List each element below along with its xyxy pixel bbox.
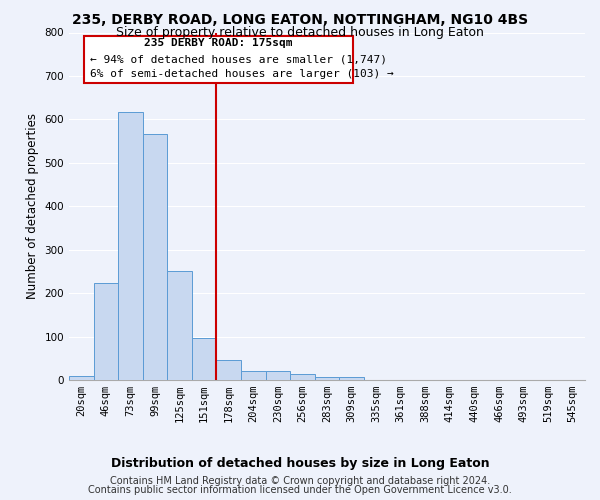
- Text: 6% of semi-detached houses are larger (103) →: 6% of semi-detached houses are larger (1…: [89, 70, 394, 80]
- Bar: [290, 374, 315, 380]
- Text: Distribution of detached houses by size in Long Eaton: Distribution of detached houses by size …: [110, 458, 490, 470]
- Bar: [192, 338, 217, 380]
- Text: 235 DERBY ROAD: 175sqm: 235 DERBY ROAD: 175sqm: [145, 38, 293, 48]
- Text: Size of property relative to detached houses in Long Eaton: Size of property relative to detached ho…: [116, 26, 484, 39]
- Bar: [315, 377, 339, 380]
- Text: Contains public sector information licensed under the Open Government Licence v3: Contains public sector information licen…: [88, 485, 512, 495]
- Bar: [266, 371, 290, 380]
- Bar: [241, 371, 266, 380]
- Bar: [167, 270, 192, 380]
- Bar: [217, 360, 241, 380]
- FancyBboxPatch shape: [85, 36, 353, 83]
- Text: ← 94% of detached houses are smaller (1,747): ← 94% of detached houses are smaller (1,…: [89, 54, 386, 64]
- Bar: [118, 112, 143, 380]
- Bar: [69, 376, 94, 380]
- Bar: [143, 134, 167, 380]
- Bar: [94, 282, 118, 380]
- Text: 235, DERBY ROAD, LONG EATON, NOTTINGHAM, NG10 4BS: 235, DERBY ROAD, LONG EATON, NOTTINGHAM,…: [72, 12, 528, 26]
- Text: Contains HM Land Registry data © Crown copyright and database right 2024.: Contains HM Land Registry data © Crown c…: [110, 476, 490, 486]
- Bar: [339, 377, 364, 380]
- Y-axis label: Number of detached properties: Number of detached properties: [26, 114, 39, 299]
